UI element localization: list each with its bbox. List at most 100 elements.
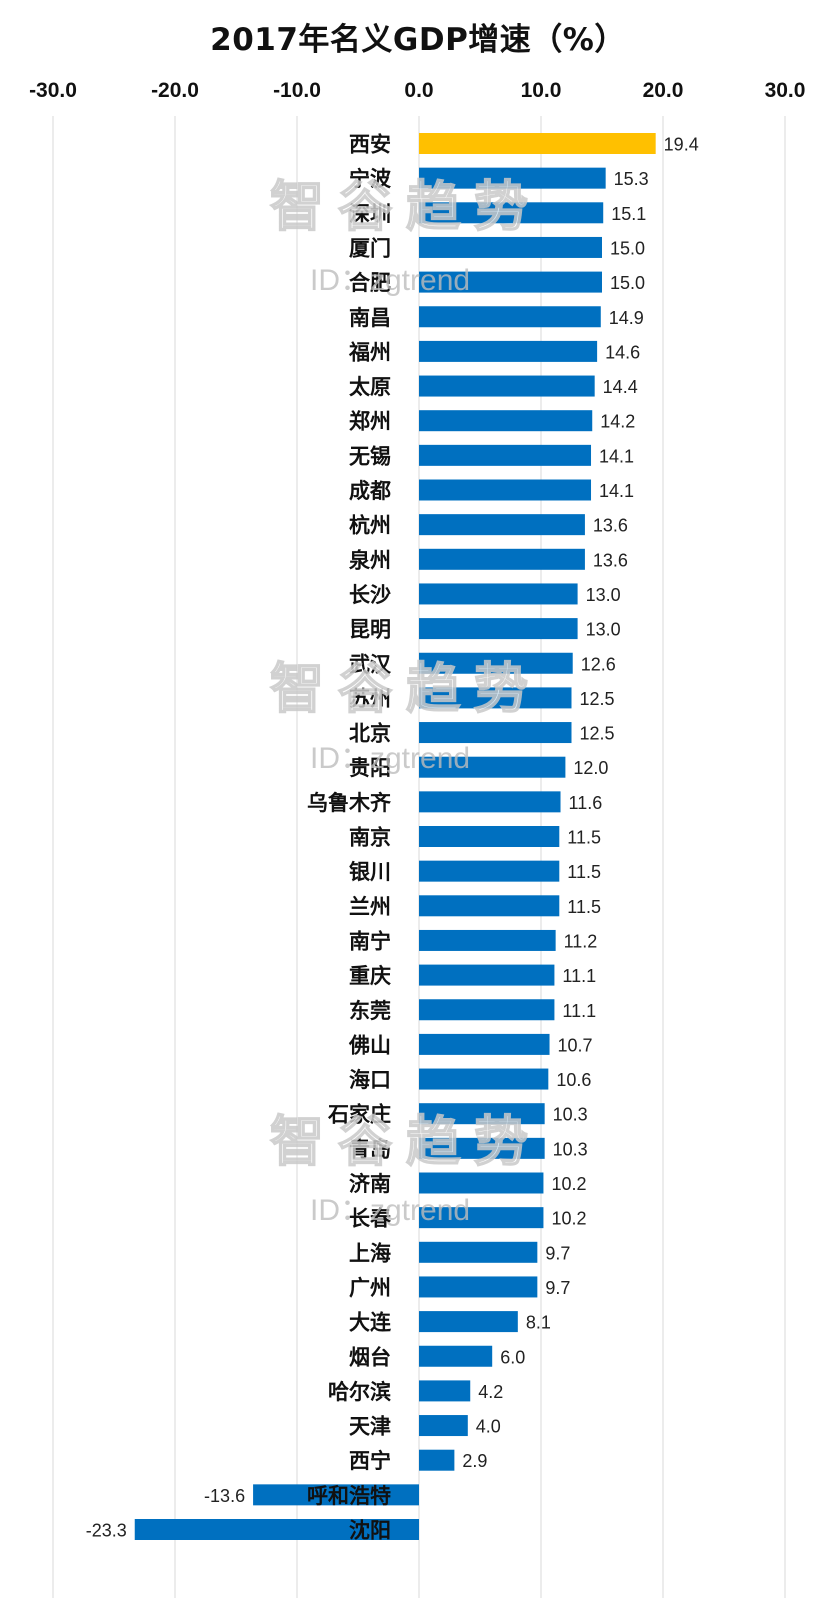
category-label: 银川 (349, 860, 391, 884)
data-label: 2.9 (462, 1451, 487, 1471)
bar (419, 271, 602, 293)
watermark-id-text: ID：zgtrend (310, 1194, 470, 1227)
bar (419, 652, 573, 674)
data-label: 15.0 (610, 273, 645, 293)
bar (419, 687, 572, 709)
bar (419, 1345, 493, 1367)
data-label: 12.6 (581, 654, 616, 674)
bar (419, 791, 561, 813)
data-label: 15.1 (611, 204, 646, 224)
category-label: 沈阳 (349, 1519, 391, 1543)
data-label: 10.2 (551, 1209, 586, 1229)
bar (419, 1137, 545, 1159)
data-label: 10.3 (553, 1105, 588, 1125)
bar (419, 1241, 538, 1263)
watermark-logo-text: 智谷趋势 (270, 657, 542, 720)
category-label: 成都 (349, 479, 391, 503)
data-label: 10.2 (551, 1174, 586, 1194)
bar (419, 1415, 468, 1437)
category-label: 上海 (349, 1241, 391, 1265)
x-tick-label: -30.0 (29, 79, 77, 102)
category-label: 南京 (349, 826, 391, 850)
data-label: 9.7 (545, 1278, 570, 1298)
x-tick-label: 20.0 (643, 79, 684, 102)
category-label: 郑州 (349, 410, 391, 434)
category-label: 厦门 (349, 236, 391, 260)
x-tick-label: -10.0 (273, 79, 321, 102)
category-label: 太原 (349, 375, 391, 399)
bar (419, 964, 555, 986)
data-label: 13.0 (586, 585, 621, 605)
category-label: 南宁 (349, 929, 391, 953)
x-tick-label: 0.0 (404, 79, 433, 102)
bar (419, 375, 595, 397)
data-label: 10.6 (556, 1070, 591, 1090)
category-label: 西安 (349, 133, 391, 157)
data-label: 12.5 (580, 724, 615, 744)
category-label: 苏州 (349, 687, 391, 711)
bar (419, 722, 572, 744)
category-label: 杭州 (349, 514, 391, 538)
bar (253, 1484, 419, 1506)
category-label: 青岛 (349, 1137, 391, 1161)
data-label: 14.1 (599, 446, 634, 466)
category-label: 南昌 (349, 306, 391, 330)
watermark-id-text: ID：zgtrend (310, 742, 470, 775)
bar (419, 1311, 518, 1333)
bar (419, 999, 555, 1021)
chart-title: 2017年名义GDP增速（%） (210, 22, 626, 58)
data-label: 11.5 (567, 862, 601, 882)
category-label: 佛山 (348, 1033, 391, 1057)
data-label: 4.0 (476, 1417, 501, 1437)
category-label: 合肥 (349, 271, 391, 295)
data-label: 9.7 (545, 1243, 570, 1263)
data-label: 14.1 (599, 481, 634, 501)
bar (419, 929, 556, 951)
data-label: 8.1 (526, 1313, 551, 1333)
bar (419, 1103, 545, 1125)
bar (419, 826, 560, 847)
data-label: -13.6 (204, 1486, 245, 1506)
category-label: 长春 (349, 1207, 392, 1231)
data-label: 10.3 (553, 1139, 588, 1159)
watermark-logo-text: 智谷趋势 (270, 1110, 542, 1173)
category-label: 天津 (349, 1415, 391, 1439)
data-label: 14.6 (605, 342, 640, 362)
bar (419, 410, 593, 432)
bar (419, 1207, 544, 1229)
bar (419, 618, 578, 640)
category-label: 武汉 (349, 652, 392, 676)
bar (419, 1276, 538, 1298)
bar (419, 514, 585, 536)
data-label: 11.1 (562, 966, 596, 986)
data-label: 15.0 (610, 238, 645, 258)
bar (419, 1068, 549, 1090)
data-label: 11.5 (567, 897, 601, 917)
x-tick-label: 30.0 (765, 79, 806, 102)
data-label: 12.0 (573, 758, 608, 778)
category-label: 烟台 (349, 1345, 391, 1369)
data-label: 13.0 (586, 620, 621, 640)
x-tick-label: 10.0 (521, 79, 562, 102)
data-label: 11.6 (569, 793, 603, 813)
category-label: 昆明 (349, 618, 391, 642)
bar (419, 1449, 455, 1471)
bar (419, 548, 585, 570)
x-tick-label: -20.0 (151, 79, 199, 102)
data-label: 11.1 (562, 1001, 596, 1021)
category-label: 呼和浩特 (307, 1484, 391, 1508)
category-label: 福州 (348, 340, 391, 364)
bar (419, 306, 601, 328)
bar (419, 583, 578, 605)
data-label: 4.2 (478, 1382, 503, 1402)
category-label: 长沙 (349, 583, 391, 607)
bar (419, 895, 560, 917)
bar (419, 479, 592, 501)
category-label: 泉州 (349, 548, 391, 572)
data-label: 15.3 (614, 169, 649, 189)
bar (419, 1380, 471, 1402)
category-label: 重庆 (349, 964, 391, 988)
data-label: 11.2 (564, 931, 598, 951)
